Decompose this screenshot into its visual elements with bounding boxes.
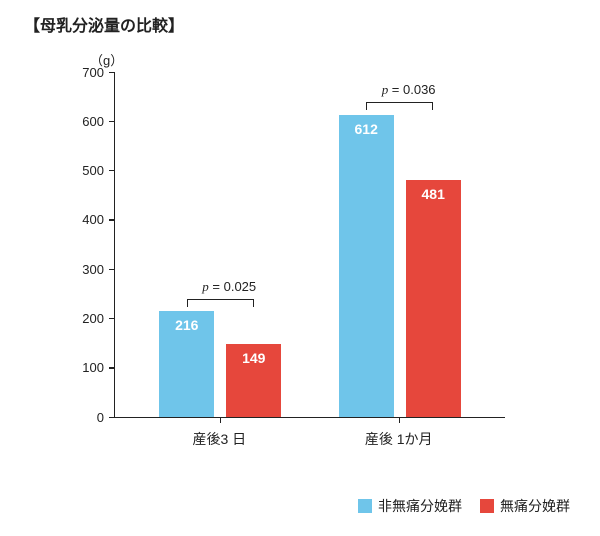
y-tick-label: 700 (64, 65, 104, 80)
bar-value-label: 216 (159, 317, 214, 333)
plot-area: 216 149 612 481 p = 0.025 p = 0.036 (114, 72, 505, 418)
y-tick (109, 121, 115, 122)
x-tick (399, 417, 400, 423)
sig-bracket (432, 102, 433, 110)
p-value-label: p = 0.036 (382, 82, 436, 98)
x-axis-label: 産後3 日 (159, 429, 279, 449)
y-tick-label: 400 (64, 212, 104, 227)
legend-swatch (358, 499, 372, 513)
y-tick-label: 100 (64, 360, 104, 375)
y-tick-label: 0 (64, 410, 104, 425)
bar-value-label: 481 (406, 186, 461, 202)
p-value-label: p = 0.025 (202, 279, 256, 295)
sig-bracket (187, 299, 254, 300)
page-title: 【母乳分泌量の比較】 (24, 12, 184, 36)
legend-item: 非無痛分娩群 (358, 496, 462, 516)
bar-value-label: 149 (226, 350, 281, 366)
bar: 481 (406, 180, 461, 417)
sig-bracket (366, 102, 367, 110)
sig-bracket (253, 299, 254, 307)
y-tick (109, 367, 115, 368)
y-tick (109, 269, 115, 270)
y-tick (109, 219, 115, 220)
legend-swatch (480, 499, 494, 513)
bar: 216 (159, 311, 214, 417)
y-tick (109, 72, 115, 73)
legend-label: 非無痛分娩群 (378, 496, 462, 516)
y-tick-label: 300 (64, 262, 104, 277)
legend-label: 無痛分娩群 (500, 496, 570, 516)
bar: 149 (226, 344, 281, 417)
chart-page: 【母乳分泌量の比較】 （g） 216149612481p = 0.025p = … (0, 0, 600, 536)
y-tick (109, 417, 115, 418)
sig-bracket (366, 102, 433, 103)
sig-bracket (187, 299, 188, 307)
x-tick (220, 417, 221, 423)
y-tick-label: 200 (64, 311, 104, 326)
bar-value-label: 612 (339, 121, 394, 137)
legend: 非無痛分娩群 無痛分娩群 (358, 496, 570, 516)
y-tick (109, 170, 115, 171)
bar: 612 (339, 115, 394, 417)
x-axis-label: 産後 1か月 (339, 429, 459, 449)
y-tick-label: 500 (64, 163, 104, 178)
y-tick-label: 600 (64, 114, 104, 129)
legend-item: 無痛分娩群 (480, 496, 570, 516)
y-tick (109, 318, 115, 319)
